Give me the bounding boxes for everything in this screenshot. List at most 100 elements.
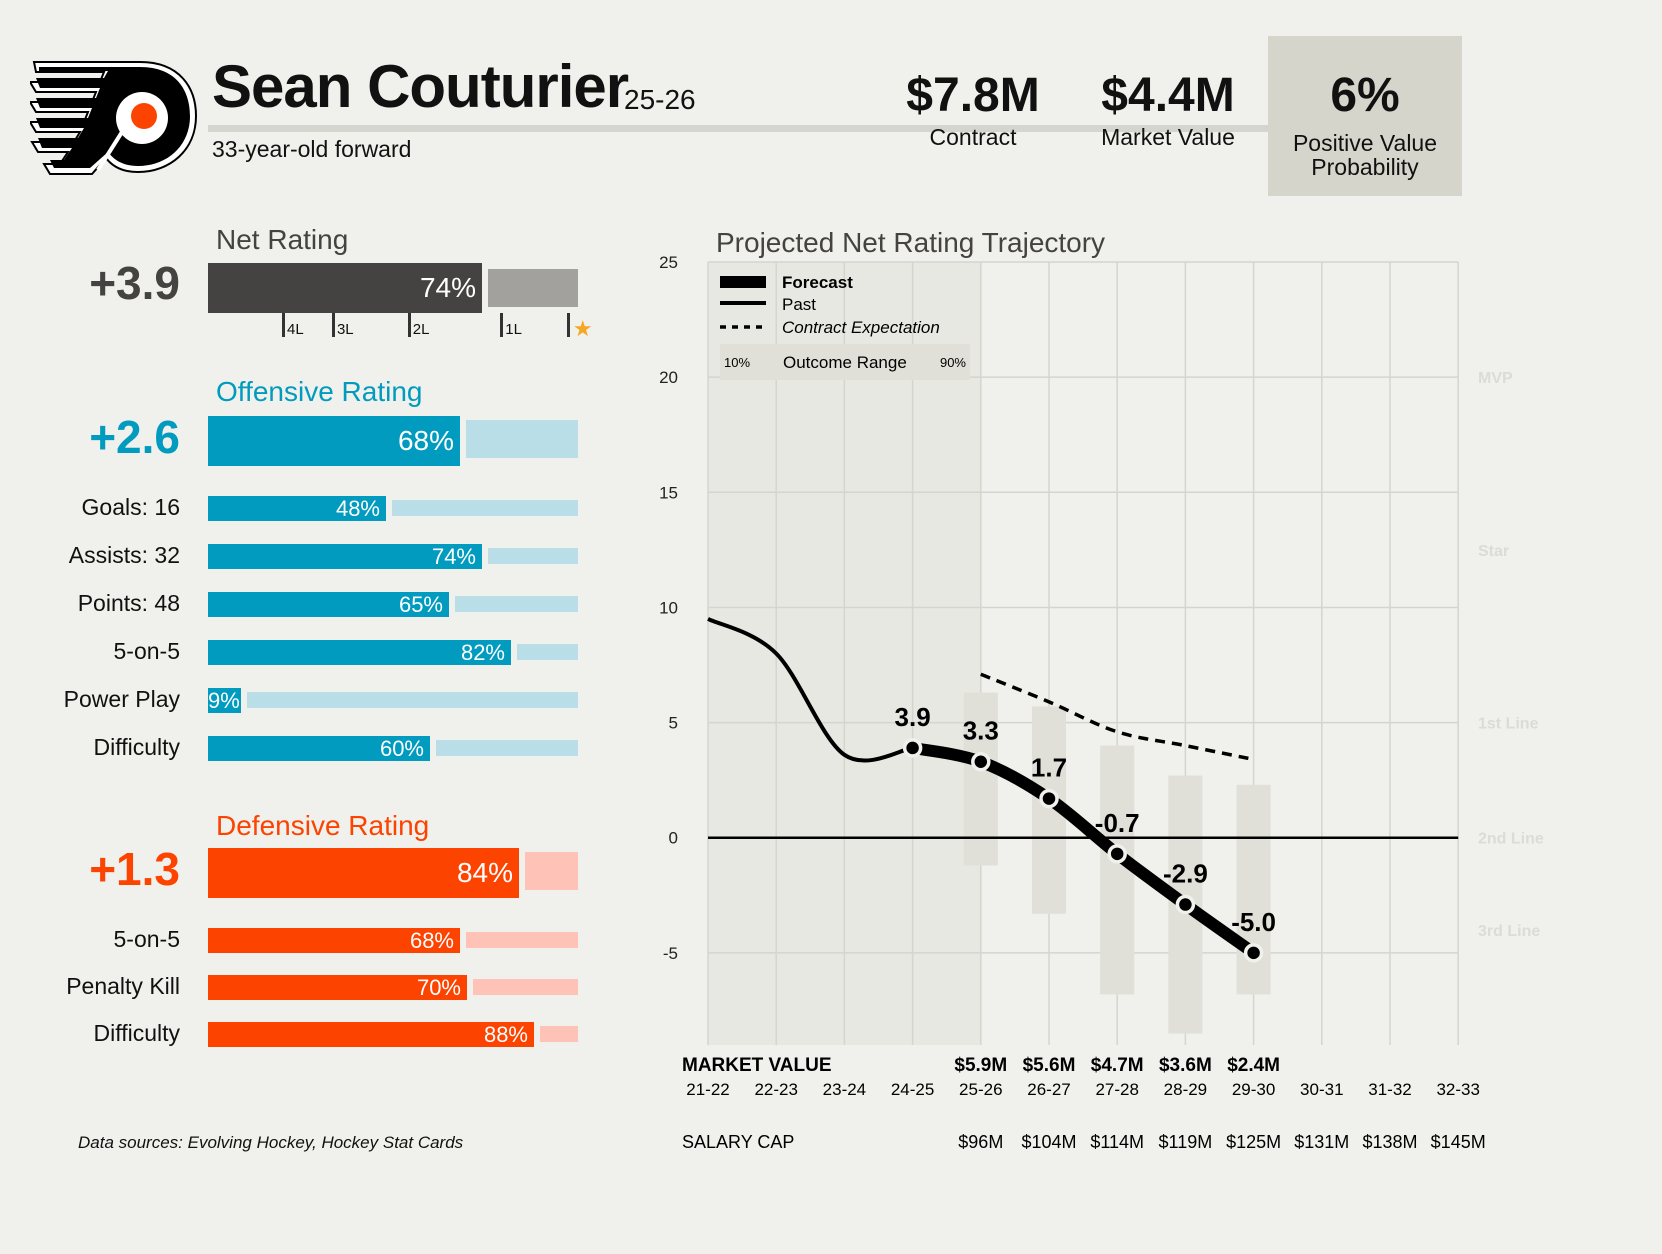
x-tick-label: 29-30 [1232, 1080, 1275, 1099]
salary-cap-row-label: SALARY CAP [682, 1132, 794, 1152]
breakdown-fill: 88% [208, 1022, 534, 1047]
x-tick-label: 22-23 [754, 1080, 797, 1099]
breakdown-label: 5-on-5 [113, 926, 180, 952]
player-name: Sean Couturier [212, 53, 629, 120]
forecast-data-label: -0.7 [1095, 808, 1140, 838]
market-value-cell: $5.9M [954, 1055, 1007, 1076]
star-icon: ★ [572, 316, 593, 341]
breakdown-bar: 74% [208, 544, 578, 569]
breakdown-remainder [517, 644, 578, 660]
tier-tick [500, 313, 504, 337]
forecast-point [902, 738, 923, 758]
salary-cap-cell: $145M [1431, 1132, 1486, 1152]
legend-range-high: 90% [940, 355, 966, 370]
forecast-data-label: 1.7 [1031, 753, 1067, 783]
tier-tick [566, 313, 570, 337]
salary-cap-cell: $131M [1294, 1132, 1349, 1152]
x-tick-label: 24-25 [891, 1080, 934, 1099]
tier-label: 4L [287, 321, 304, 338]
salary-cap-cell: $138M [1362, 1132, 1417, 1152]
season-label: 25-26 [624, 84, 696, 115]
breakdown-bar: 70% [208, 975, 578, 1000]
defensive-rating-bar: 84% [208, 848, 578, 898]
breakdown-remainder [466, 932, 578, 948]
legend-past-label: Past [782, 295, 816, 314]
net-rating-bar: 74% [208, 263, 578, 313]
breakdown-fill: 74% [208, 544, 482, 569]
forecast-data-label: -5.0 [1231, 907, 1276, 937]
breakdown-bar: 48% [208, 496, 578, 521]
forecast-point [1107, 844, 1127, 864]
breakdown-remainder [473, 979, 578, 995]
market-value-cell: $3.6M [1159, 1055, 1212, 1076]
positive-value-probability-label: Positive Value Probability [1292, 130, 1438, 180]
x-tick-label: 25-26 [959, 1080, 1002, 1099]
past-line [707, 617, 914, 763]
offensive-rating-title: Offensive Rating [216, 376, 423, 407]
breakdown-bar: 65% [208, 592, 578, 617]
legend-forecast-swatch [720, 276, 766, 288]
data-sources-footer: Data sources: Evolving Hockey, Hockey St… [78, 1133, 464, 1152]
y-tick-label: -5 [663, 944, 678, 963]
tier-label: 2nd Line [1478, 831, 1544, 848]
breakdown-fill: 68% [208, 928, 460, 953]
offensive-rating-value: +2.6 [89, 411, 180, 463]
breakdown-bar: 82% [208, 640, 578, 665]
market-value-label: Market Value [1101, 124, 1235, 150]
player-subtitle: 33-year-old forward [212, 136, 412, 162]
breakdown-bar: 9% [208, 688, 578, 713]
tier-label: Star [1478, 543, 1509, 560]
market-value-metric: $4.4M Market Value [1090, 68, 1246, 149]
breakdown-bar: 68% [208, 928, 578, 953]
offensive-rating-remainder [466, 420, 578, 458]
legend-forecast-label: Forecast [782, 273, 853, 292]
header-divider [208, 125, 1272, 132]
breakdown-remainder [392, 500, 578, 516]
tier-tick [282, 313, 285, 337]
breakdown-label: Goals: 16 [81, 494, 180, 520]
salary-cap-cell: $114M [1090, 1132, 1144, 1152]
breakdown-label: Difficulty [93, 734, 181, 760]
breakdown-bar: 60% [208, 736, 578, 761]
tier-label: 1L [505, 321, 522, 338]
defensive-rating-value: +1.3 [89, 843, 180, 895]
breakdown-fill: 60% [208, 736, 430, 761]
market-value-row-label: MARKET VALUE [682, 1055, 832, 1076]
x-tick-label: 30-31 [1300, 1080, 1343, 1099]
x-tick-label: 28-29 [1164, 1080, 1207, 1099]
breakdown-label: Difficulty [93, 1020, 181, 1046]
breakdown-label: Penalty Kill [66, 973, 180, 999]
tier-tick [407, 313, 411, 337]
breakdown-label: 5-on-5 [113, 638, 180, 664]
breakdown-fill: 70% [208, 975, 467, 1000]
net-rating-remainder [488, 269, 578, 307]
y-tick-label: 15 [659, 483, 678, 502]
salary-cap-cell: $96M [958, 1132, 1003, 1152]
tier-label: 3L [336, 321, 354, 338]
forecast-point [1039, 788, 1059, 809]
legend-range-low: 10% [724, 355, 750, 370]
tier-label: MVP [1478, 370, 1513, 387]
salary-cap-cell: $104M [1021, 1132, 1076, 1152]
market-value-cell: $2.4M [1227, 1055, 1280, 1076]
forecast-point [1175, 894, 1196, 915]
forecast-data-label: 3.3 [963, 716, 999, 746]
x-tick-label: 32-33 [1436, 1080, 1479, 1099]
flyers-logo-icon [30, 61, 198, 175]
breakdown-bar: 88% [208, 1022, 578, 1047]
breakdown-remainder [540, 1026, 578, 1042]
breakdown-fill: 9% [208, 688, 241, 713]
market-value-value: $4.4M [1101, 69, 1235, 122]
breakdown-label: Assists: 32 [68, 542, 180, 568]
offensive-rating-fill: 68% [208, 416, 460, 466]
offensive-rating-bar: 68% [208, 416, 578, 466]
positive-value-probability-metric: 6% Positive Value Probability [1268, 36, 1462, 196]
legend-outcome-range-swatch [720, 344, 970, 380]
breakdown-label: Power Play [63, 686, 180, 712]
net-rating-value: +3.9 [89, 257, 180, 309]
contract-label: Contract [929, 124, 1017, 150]
outcome-range-bar [1236, 784, 1271, 995]
forecast-point [1243, 943, 1264, 963]
y-tick-label: 0 [669, 829, 678, 848]
